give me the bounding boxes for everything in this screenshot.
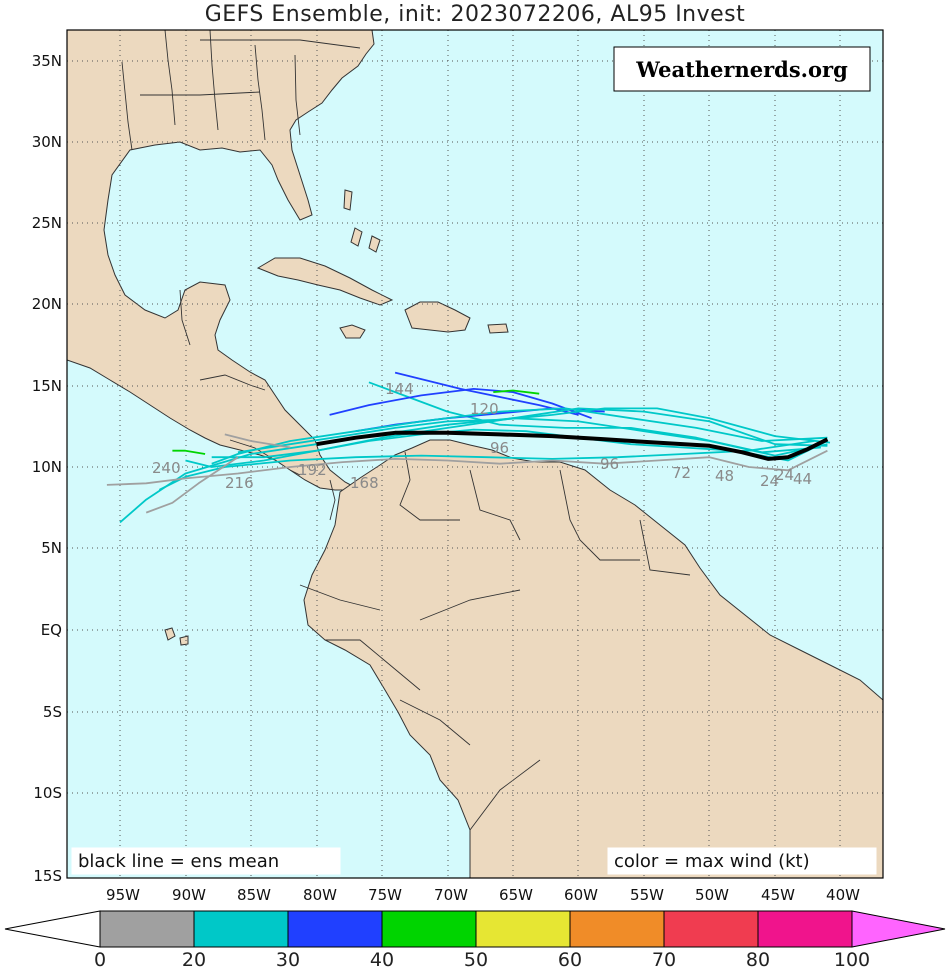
colorbar-swatch — [569, 910, 665, 948]
hour-label: 192 — [298, 461, 327, 479]
lat-label: 20N — [32, 295, 62, 313]
colorbar-label: 70 — [652, 949, 676, 969]
hour-label: 24 — [760, 472, 779, 490]
lat-label: 5N — [41, 539, 62, 557]
colorbar-low-arrow — [4, 910, 101, 948]
lon-label: 55W — [630, 886, 664, 904]
colorbar-high-arrow — [851, 910, 946, 948]
hour-label: 96 — [490, 439, 509, 457]
lon-label: 90W — [172, 886, 206, 904]
lon-label: 75W — [368, 886, 402, 904]
landmass — [67, 30, 883, 878]
watermark-box: Weathernerds.org — [613, 46, 871, 92]
lon-label: 65W — [499, 886, 533, 904]
colorbar-label: 20 — [182, 949, 206, 969]
lon-label: 40W — [826, 886, 860, 904]
longitude-labels: 95W 90W 85W 80W 75W 70W 65W 60W 55W 50W … — [106, 886, 860, 904]
member-track-14 — [493, 389, 540, 395]
map-frame — [66, 29, 884, 879]
lat-label: 30N — [32, 133, 62, 151]
member-track-8 — [158, 440, 815, 491]
colorbar-swatch — [663, 910, 759, 948]
colorbar-label: 30 — [276, 949, 300, 969]
lat-label: 5S — [43, 703, 62, 721]
lat-label: 35N — [32, 52, 62, 70]
colorbar-label: 40 — [370, 949, 394, 969]
lat-label: 25N — [32, 214, 62, 232]
watermark-text: Weathernerds.org — [635, 57, 848, 82]
colorbar-swatch — [381, 910, 477, 948]
lon-label: 80W — [303, 886, 337, 904]
wind-note-box: color = max wind (kt) — [607, 847, 877, 875]
lat-label: EQ — [41, 621, 62, 639]
latitude-labels: 35N 30N 25N 20N 15N 10N 5N EQ 5S 10S 15S — [32, 52, 62, 885]
hour-label: 96 — [600, 455, 619, 473]
colorbar-swatch — [757, 910, 853, 948]
political-borders — [121, 30, 691, 831]
hour-label: 48 — [715, 467, 734, 485]
ensemble-mean-track — [316, 430, 829, 461]
hour-label: 240 — [152, 459, 181, 477]
wind-note-text: color = max wind (kt) — [614, 851, 810, 872]
colorbar-swatch — [193, 910, 289, 948]
member-track-3 — [368, 381, 821, 454]
lon-label: 50W — [695, 886, 729, 904]
hour-label: 44 — [793, 470, 812, 488]
colorbar-label: 80 — [746, 949, 770, 969]
hour-label: 120 — [470, 400, 499, 418]
member-track-13 — [145, 456, 239, 514]
lon-label: 85W — [237, 886, 271, 904]
hour-label: 24 — [775, 466, 794, 484]
colorbar-label: 0 — [94, 949, 106, 969]
lon-label: 60W — [564, 886, 598, 904]
hour-label: 72 — [672, 464, 691, 482]
lon-label: 70W — [434, 886, 468, 904]
colorbar-swatch — [475, 910, 571, 948]
lat-label: 15S — [33, 867, 62, 885]
lat-label: 10S — [33, 784, 62, 802]
lon-label: 95W — [106, 886, 140, 904]
forecast-hour-labels: 240 216 192 168 144 120 96 72 48 24 24 4… — [152, 380, 812, 492]
lat-label: 10N — [32, 458, 62, 476]
colorbar-label: 60 — [558, 949, 582, 969]
member-track-11 — [106, 449, 828, 486]
member-track-4 — [394, 371, 579, 416]
lon-label: 45W — [761, 886, 795, 904]
colorbar-label: 100 — [834, 949, 870, 969]
member-track-6 — [329, 387, 592, 420]
map-title: GEFS Ensemble, init: 2023072206, AL95 In… — [204, 2, 746, 27]
member-track-15 — [172, 449, 206, 455]
hour-label: 144 — [385, 380, 414, 398]
hour-label: 168 — [350, 474, 379, 492]
colorbar: 0 20 30 40 50 60 70 80 100 — [4, 910, 946, 969]
mean-note-box: black line = ens mean — [71, 847, 341, 875]
hour-label: 216 — [225, 474, 254, 492]
member-track-12 — [224, 433, 291, 449]
mean-note-text: black line = ens mean — [78, 851, 279, 872]
colorbar-label: 50 — [464, 949, 488, 969]
colorbar-swatch — [287, 910, 383, 948]
member-track-10 — [237, 407, 831, 454]
lat-label: 15N — [32, 377, 62, 395]
colorbar-swatch — [99, 910, 195, 948]
